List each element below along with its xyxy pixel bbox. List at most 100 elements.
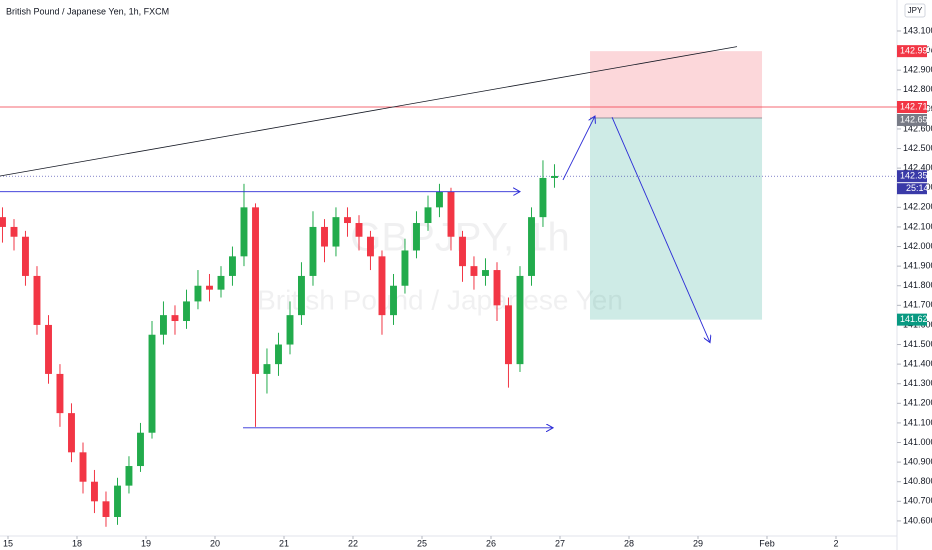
y-tick-label: 141.900 bbox=[903, 261, 932, 271]
candle-body bbox=[252, 207, 259, 374]
y-tick-label: 142.500 bbox=[903, 143, 932, 153]
candle-body bbox=[539, 177, 547, 218]
candle-body bbox=[378, 256, 386, 316]
y-tick-label: 142.200 bbox=[903, 202, 932, 212]
countdown: 25:14 bbox=[906, 183, 929, 193]
candle-body bbox=[45, 324, 52, 374]
candle-body bbox=[332, 217, 340, 247]
y-tick-label: 140.900 bbox=[903, 456, 932, 466]
y-tick-label: 140.800 bbox=[903, 476, 932, 486]
stop-label: 142.997 bbox=[900, 46, 932, 56]
stop-zone bbox=[590, 51, 763, 118]
x-tick-label: 28 bbox=[624, 538, 634, 548]
x-tick-label: 25 bbox=[417, 538, 427, 548]
x-tick-label: 18 bbox=[72, 538, 82, 548]
candle-body bbox=[401, 250, 409, 286]
candle-body bbox=[68, 413, 75, 453]
candle-body bbox=[355, 223, 363, 237]
candle-body bbox=[321, 226, 328, 247]
x-tick-label: Feb bbox=[759, 538, 775, 548]
candle-body bbox=[206, 285, 213, 290]
candle-body bbox=[298, 275, 305, 316]
y-tick-label: 141.800 bbox=[903, 280, 932, 290]
last-price-label-bg bbox=[897, 170, 927, 183]
y-tick-label: 141.400 bbox=[903, 359, 932, 369]
candle-body bbox=[33, 275, 41, 325]
arrow-line bbox=[562, 116, 595, 181]
candle-body bbox=[217, 275, 225, 290]
candle-body bbox=[309, 226, 317, 276]
candle-body bbox=[286, 315, 294, 345]
currency-badge[interactable]: JPY bbox=[904, 3, 926, 18]
candle-body bbox=[114, 485, 121, 517]
x-tick-label: 19 bbox=[141, 538, 151, 548]
candle-body bbox=[424, 207, 432, 224]
arrow-line bbox=[611, 117, 710, 342]
candle-body bbox=[194, 285, 202, 302]
candle-body bbox=[275, 344, 282, 365]
watermark: British Pound / Japanese Yen bbox=[257, 284, 623, 315]
candle-body bbox=[137, 432, 144, 467]
candle-body bbox=[171, 315, 179, 322]
candle-body bbox=[22, 236, 29, 276]
currency[interactable]: JPY bbox=[908, 6, 923, 15]
y-tick-label: 142.100 bbox=[903, 221, 932, 231]
x-tick-label: 22 bbox=[348, 538, 358, 548]
x-tick-label: 26 bbox=[486, 538, 496, 548]
candle-body bbox=[10, 226, 18, 237]
y-tick-label: 142.000 bbox=[903, 241, 932, 251]
candle-body bbox=[0, 217, 6, 227]
target-label: 141.627 bbox=[900, 314, 932, 324]
candle-body bbox=[367, 236, 374, 257]
candle-body bbox=[229, 256, 236, 276]
y-tick-label: 141.500 bbox=[903, 339, 932, 349]
candle-body bbox=[390, 285, 397, 316]
candle-body bbox=[470, 266, 478, 276]
x-tick-label: 21 bbox=[279, 538, 289, 548]
candle-body bbox=[459, 236, 466, 267]
y-tick-label: 142.800 bbox=[903, 84, 932, 94]
candle-body bbox=[56, 373, 64, 414]
candle-body bbox=[79, 452, 87, 482]
badge-box[interactable] bbox=[904, 3, 926, 18]
x-tick-label: 27 bbox=[555, 538, 565, 548]
y-tick-label: 141.200 bbox=[903, 398, 932, 408]
countdown-bg bbox=[897, 183, 927, 195]
entry-label-bg bbox=[897, 113, 927, 126]
x-tick-label: 29 bbox=[693, 538, 703, 548]
target-label-bg bbox=[897, 313, 927, 326]
candle-body bbox=[505, 305, 512, 365]
target-zone bbox=[590, 117, 763, 320]
candle-body bbox=[125, 466, 133, 486]
last-price-label: 142.359 bbox=[900, 171, 932, 181]
x-tick-label: 2 bbox=[833, 538, 838, 548]
y-tick-label: 142.400 bbox=[903, 163, 932, 173]
candle-body bbox=[160, 315, 167, 335]
candle-body bbox=[516, 275, 524, 365]
y-tick-label: 140.600 bbox=[903, 515, 932, 525]
candle-body bbox=[344, 217, 351, 224]
candle-body bbox=[240, 207, 248, 257]
y-tick-label: 141.000 bbox=[903, 437, 932, 447]
candle-body bbox=[413, 223, 420, 251]
x-tick-label: 15 bbox=[3, 538, 13, 548]
candle-body bbox=[482, 270, 489, 276]
candle-body bbox=[148, 334, 156, 433]
trendline bbox=[0, 46, 738, 177]
y-tick-label: 141.700 bbox=[903, 300, 932, 310]
hline-label-bg bbox=[897, 101, 927, 114]
entry-label: 142.656 bbox=[900, 114, 932, 124]
candle-body bbox=[91, 481, 98, 502]
y-tick-label: 141.100 bbox=[903, 417, 932, 427]
y-tick-label: 143.100 bbox=[903, 25, 932, 35]
hline-label: 142.712 bbox=[900, 101, 932, 111]
y-tick-label: 141.300 bbox=[903, 378, 932, 388]
x-tick-label: 20 bbox=[210, 538, 220, 548]
stop-label-bg bbox=[897, 45, 927, 58]
candle-body bbox=[436, 191, 443, 208]
candle-body bbox=[493, 270, 501, 306]
candle-body bbox=[551, 175, 558, 178]
chart-title: British Pound / Japanese Yen, 1h, FXCM bbox=[6, 6, 169, 16]
y-tick-label: 140.700 bbox=[903, 496, 932, 506]
